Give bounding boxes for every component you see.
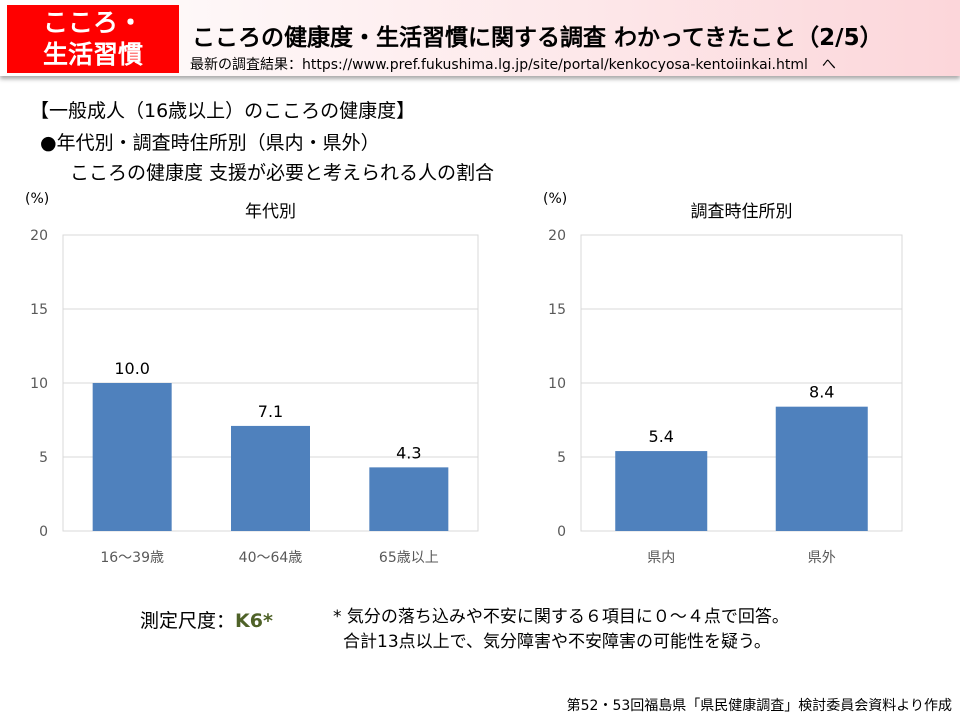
scale-note: 測定尺度：K6* bbox=[140, 606, 273, 633]
chart-title: 年代別 bbox=[245, 202, 296, 222]
x-tick-label: 40～64歳 bbox=[239, 550, 303, 566]
y-tick-label: 15 bbox=[30, 302, 48, 318]
footnote-line-1: * 気分の落ち込みや不安に関する６項目に０～４点で回答。 bbox=[333, 607, 789, 627]
y-tick-label: 10 bbox=[30, 376, 48, 392]
data-label: 10.0 bbox=[114, 359, 150, 378]
footnote: * 気分の落ち込みや不安に関する６項目に０～４点で回答。合計13点以上で、気分障… bbox=[333, 605, 789, 655]
bar bbox=[615, 451, 708, 531]
data-label: 7.1 bbox=[258, 402, 283, 421]
data-label: 4.3 bbox=[396, 443, 421, 462]
x-tick-label: 16～39歳 bbox=[100, 550, 164, 566]
y-tick-label: 0 bbox=[39, 524, 48, 540]
y-tick-label: 15 bbox=[548, 302, 566, 318]
y-tick-label: 20 bbox=[548, 228, 566, 244]
y-tick-label: 20 bbox=[30, 228, 48, 244]
x-tick-label: 県外 bbox=[808, 550, 836, 566]
bar bbox=[92, 383, 172, 531]
page-title: こころの健康度・生活習慣に関する調査 わかってきたこと（2/5） bbox=[192, 25, 883, 51]
scale-value: K6* bbox=[235, 610, 273, 632]
y-tick-label: 5 bbox=[557, 450, 566, 466]
x-tick-label: 県内 bbox=[647, 550, 675, 566]
y-tick-label: 5 bbox=[39, 450, 48, 466]
bar bbox=[775, 406, 868, 531]
category-badge: こころ・ 生活習慣 bbox=[7, 5, 179, 73]
bar bbox=[231, 425, 310, 531]
y-axis-unit: (%) bbox=[543, 191, 567, 207]
scale-label: 測定尺度： bbox=[140, 610, 236, 632]
x-tick-label: 65歳以上 bbox=[379, 550, 439, 566]
y-tick-label: 10 bbox=[548, 376, 566, 392]
y-tick-label: 0 bbox=[557, 524, 566, 540]
data-label: 5.4 bbox=[649, 427, 674, 446]
badge-line-2: 生活習慣 bbox=[42, 40, 143, 69]
source-url-link[interactable]: 最新の調査結果：https://www.pref.fukushima.lg.jp… bbox=[190, 57, 836, 73]
y-axis-unit: (%) bbox=[25, 191, 49, 207]
sub-heading: ●年代別・調査時住所別（県内・県外） bbox=[40, 132, 380, 154]
chart-title: 調査時住所別 bbox=[691, 202, 793, 222]
bar bbox=[369, 467, 449, 531]
data-label: 8.4 bbox=[809, 383, 834, 402]
chart-description: こころの健康度 支援が必要と考えられる人の割合 bbox=[70, 162, 495, 184]
plot-area bbox=[580, 234, 903, 532]
footnote-line-2: 合計13点以上で、気分障害や不安障害の可能性を疑う。 bbox=[343, 632, 771, 652]
badge-line-1: こころ・ bbox=[42, 8, 143, 37]
source-credit: 第52・53回福島県「県民健康調査」検討委員会資料より作成 bbox=[566, 698, 952, 714]
section-heading: 【一般成人（16歳以上）のこころの健康度】 bbox=[30, 100, 416, 122]
